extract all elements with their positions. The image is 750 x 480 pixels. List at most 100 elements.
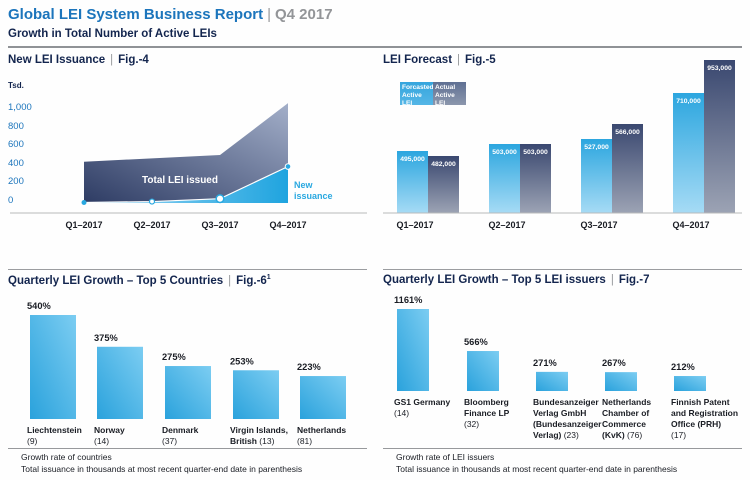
report-period: Q4 2017 (274, 6, 333, 23)
fig7-footnote-divider (383, 448, 742, 449)
fig7-value-label-4: 212% (671, 362, 696, 372)
fig4-marker-Q1–2017 (81, 200, 87, 206)
fig4-marker-Q2–2017 (148, 198, 156, 205)
fig6-value-label-2: 275% (162, 352, 187, 362)
fig5-value-forecast-Q3–2017: 527,000 (584, 144, 609, 151)
fig5-x-label-Q4–2017: Q4–2017 (672, 220, 709, 230)
fig7-category-label-4: Finnish Patent and Registration Office (PR… (671, 397, 738, 440)
fig4-label-total-lei-issued: Total LEI issued (142, 175, 218, 186)
fig4-x-label-Q4–2017: Q4–2017 (269, 220, 306, 230)
fig6-value-label-3: 253% (230, 356, 255, 366)
fig4-title-text: New LEI Issuance (8, 54, 106, 66)
fig4-x-label-Q1–2017: Q1–2017 (65, 220, 102, 230)
fig6-bar-4 (300, 376, 346, 419)
fig7-category-label-1: Bloomberg Finance LP (32) (464, 397, 510, 429)
fig4-title-pipe: | (110, 54, 114, 66)
fig4-title: New LEI Issuance | Fig.-4 (8, 54, 149, 66)
report-title: Global LEI System Business Report | Q4 201… (8, 6, 333, 23)
title-pipe: | (267, 6, 271, 23)
fig6-fig-superscript: 1 (266, 274, 271, 281)
fig6-category-label-3: Virgin Islands, British (13) (230, 425, 288, 446)
fig5-fig-label: Fig.-5 (465, 54, 496, 66)
fig7-value-label-2: 271% (533, 358, 558, 368)
fig7-top-divider (383, 269, 742, 270)
fig6-value-label-1: 375% (94, 333, 119, 343)
fig4-marker-Q4–2017 (284, 163, 292, 170)
fig5-bar-actual-Q1–2017 (428, 156, 459, 213)
fig6-value-label-0: 540% (27, 301, 52, 311)
fig6-category-label-2: Denmark (37) (162, 425, 199, 446)
fig6-title-pipe: | (228, 274, 232, 287)
fig7-bar-4 (674, 376, 706, 391)
fig6-title: Quarterly LEI Growth – Top 5 Countries | F… (8, 274, 271, 287)
fig7-bar-0 (397, 309, 429, 391)
area-chart-new-lei-issuance: 1,000 800 600 400 200 0 Total LEI issued New iss… (8, 102, 367, 230)
fig6-category-label-1: Norway (14) (94, 425, 125, 446)
legend-forecast-active-lei: Forcasted Active LEI (400, 82, 434, 107)
fig5-bar-actual-Q3–2017 (612, 124, 643, 213)
fig6-fig-label: Fig.-6 (236, 274, 267, 287)
fig6-category-label-0: Liechtenstein (9) (27, 425, 82, 446)
fig5-bar-forecast-Q2–2017 (489, 144, 520, 213)
fig7-bar-1 (467, 351, 499, 391)
fig4-area-total-lei-issued (84, 103, 288, 203)
fig4-new-issuance-line (83, 165, 289, 204)
fig5-legend: Forcasted Active LEI Actual Active LEI (400, 82, 466, 107)
fig5-x-label-Q2–2017: Q2–2017 (488, 220, 525, 230)
fig4-unit-label: Tsd. (8, 81, 24, 90)
fig4-marker-Q3–2017 (215, 194, 225, 204)
fig7-value-label-0: 1161% (394, 295, 423, 305)
fig6-bar-2 (165, 366, 211, 419)
fig4-x-label-Q3–2017: Q3–2017 (201, 220, 238, 230)
panel-top5-countries: Quarterly LEI Growth – Top 5 Countries | F… (8, 269, 367, 478)
fig7-value-label-3: 267% (602, 358, 627, 368)
fig7-title: Quarterly LEI Growth – Top 5 LEI issuers… (383, 274, 649, 286)
fig7-bar-2 (536, 371, 568, 391)
fig5-value-actual-Q3–2017: 566,000 (615, 129, 640, 136)
grouped-bar-chart-lei-forecast: 495,000 482,000 Q1–2017 503,000 503,000 Q2–20… (383, 60, 742, 230)
fig4-area-new-issuance (84, 166, 288, 203)
fig7-category-label-3: Netherlands Chamber of Commerce (KvK) (76) (602, 397, 651, 440)
fig4-y-tick-800: 800 (8, 121, 24, 132)
fig7-title-pipe: | (610, 274, 614, 286)
fig7-footnote-1: Growth rate of LEI issuers (396, 452, 495, 462)
bar-chart-top5-lei-issuers: 1161% GS1 Germany (14) 566% Bloomberg Finance… (394, 295, 738, 440)
fig7-value-label-1: 566% (464, 337, 489, 347)
fig6-bar-0 (30, 315, 76, 419)
fig7-category-label-0: GS1 Germany (14) (394, 397, 450, 418)
fig5-value-actual-Q4–2017: 953,000 (707, 65, 732, 72)
fig6-category-label-4: Netherlands (81) (297, 425, 346, 446)
bar-chart-top5-countries: 540% Liechtenstein (9) 375% Norway (14) 275% De… (27, 301, 346, 446)
report-subtitle: Growth in Total Number of Active LEIs (8, 28, 217, 40)
fig5-value-forecast-Q2–2017: 503,000 (492, 149, 517, 156)
legend-actual-active-lei: Actual Active LEI (433, 82, 466, 107)
panel-new-lei-issuance: New LEI Issuance | Fig.-4 Tsd. 1,000 800 600… (8, 52, 367, 242)
fig6-footnote-2: Total issuance in thousands at most rece… (21, 464, 303, 474)
fig4-y-tick-400: 400 (8, 158, 24, 169)
fig4-fig-label: Fig.-4 (118, 54, 149, 66)
fig6-bar-3 (233, 370, 279, 419)
fig5-title-pipe: | (457, 54, 461, 66)
fig5-value-forecast-Q4–2017: 710,000 (676, 98, 701, 105)
fig7-title-text: Quarterly LEI Growth – Top 5 LEI issuers (383, 274, 606, 286)
report-title-text: Global LEI System Business Report (8, 6, 264, 23)
fig6-title-text: Quarterly LEI Growth – Top 5 Countries (8, 274, 224, 287)
fig4-y-tick-0: 0 (8, 195, 13, 206)
fig6-top-divider (8, 269, 367, 270)
fig4-x-label-Q2–2017: Q2–2017 (133, 220, 170, 230)
fig6-footnote-1: Growth rate of countries (21, 452, 112, 462)
fig6-footnote-divider (8, 448, 367, 449)
header-divider (8, 46, 742, 48)
panel-lei-forecast: LEI Forecast | Fig.-5 495,000 482,000 Q1–201… (383, 52, 742, 242)
fig5-bar-forecast-Q4–2017 (673, 93, 704, 213)
fig6-bar-1 (97, 346, 143, 419)
fig4-y-tick-200: 200 (8, 176, 24, 187)
fig7-bar-3 (605, 372, 637, 391)
fig5-bar-actual-Q4–2017 (704, 60, 735, 213)
fig5-value-actual-Q2–2017: 503,000 (523, 149, 548, 156)
fig5-bar-forecast-Q1–2017 (397, 151, 428, 213)
fig5-bar-forecast-Q3–2017 (581, 139, 612, 213)
fig4-y-tick-600: 600 (8, 139, 24, 150)
fig7-fig-label: Fig.-7 (618, 274, 650, 286)
fig5-value-actual-Q1–2017: 482,000 (431, 161, 456, 168)
